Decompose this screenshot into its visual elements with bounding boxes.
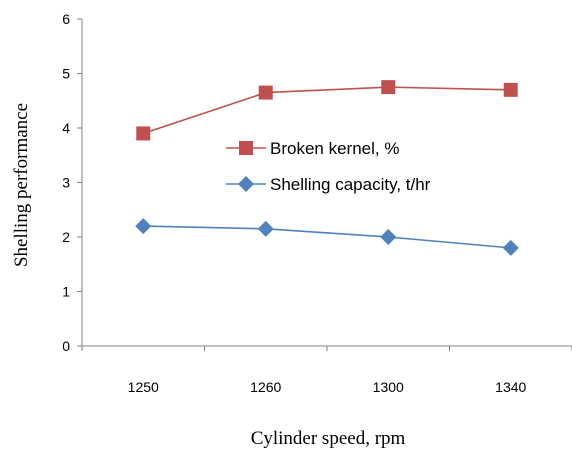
data-point-square [136,126,151,141]
x-tick-label: 1260 [250,379,281,395]
series-line [142,86,511,135]
data-point-square [381,80,396,95]
legend: Broken kernel, % Shelling capacity, t/hr [226,139,431,194]
x-tick-label: 1250 [128,379,159,395]
y-tick-label: 0 [62,338,70,354]
data-point-square [258,85,273,100]
y-tick-label: 2 [62,229,70,245]
series-shelling-capacity [135,218,519,256]
legend-item: Shelling capacity, t/hr [226,175,431,194]
data-point-diamond [380,229,397,245]
data-point-diamond [257,220,274,237]
legend-label: Shelling capacity, t/hr [270,175,431,194]
y-tick-label: 6 [62,11,70,27]
series-line [143,225,511,249]
data-point-diamond [502,239,519,256]
series-layer [135,80,519,256]
data-point-diamond [135,218,152,235]
legend-label: Broken kernel, % [270,139,399,158]
x-tick-label: 1340 [495,379,526,395]
x-axis-title: Cylinder speed, rpm [251,428,406,449]
x-tick-label: 1300 [373,379,404,395]
data-point-square [503,82,518,97]
y-tick-label: 5 [62,66,70,82]
y-tick-label: 4 [62,120,70,136]
legend-marker-diamond [238,176,254,192]
x-axis-ticks: 1250 1260 1300 1340 [81,346,572,395]
y-axis-ticks: 0 1 2 3 4 5 6 [62,11,82,354]
legend-item: Broken kernel, % [226,139,399,158]
y-tick-label: 3 [62,175,70,191]
legend-marker-square [239,141,253,155]
y-axis-title: Shelling performance [11,103,32,267]
y-tick-label: 1 [62,284,70,300]
series-broken-kernel [136,80,518,141]
